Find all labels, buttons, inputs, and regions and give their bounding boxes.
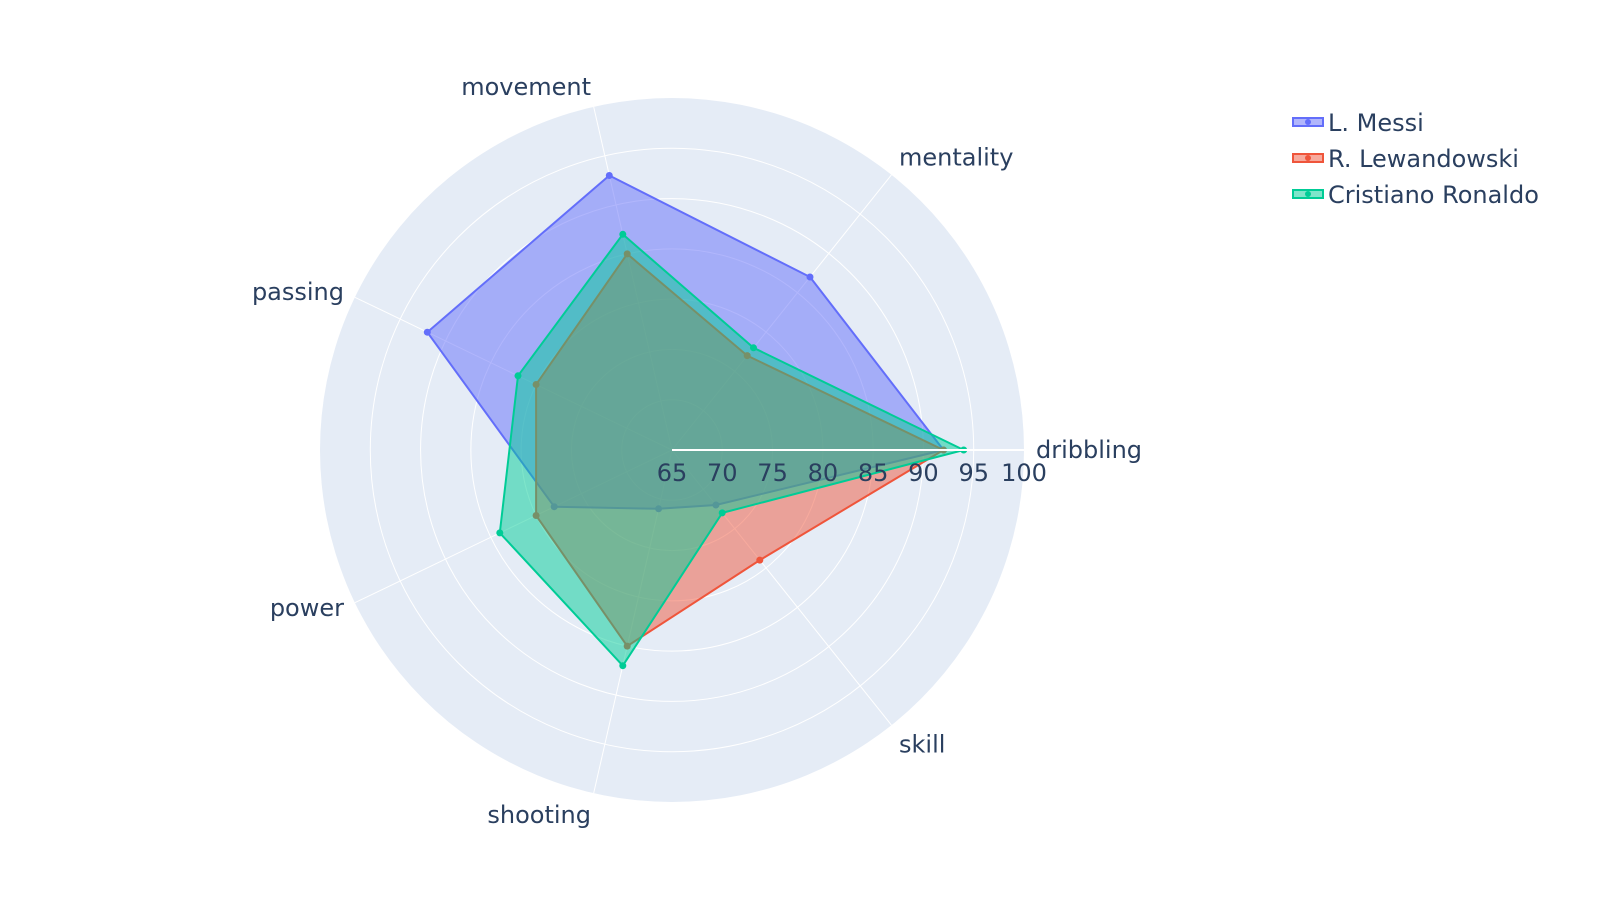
legend-item-l-messi[interactable]: L. Messi [1292, 109, 1424, 137]
axis-label-shooting: shooting [487, 801, 591, 829]
radial-tick-label: 70 [707, 459, 738, 487]
data-point-movement [619, 230, 627, 238]
axis-label-dribbling: dribbling [1036, 436, 1142, 464]
legend-label: Cristiano Ronaldo [1328, 181, 1539, 209]
legend-label: L. Messi [1328, 109, 1424, 137]
data-point-mentality [750, 344, 757, 352]
legend-marker [1305, 191, 1311, 197]
radial-tick-label: 100 [1001, 459, 1047, 487]
legend-item-cristiano-ronaldo[interactable]: Cristiano Ronaldo [1292, 181, 1539, 209]
axis-label-mentality: mentality [899, 143, 1013, 171]
data-point-mentality [806, 273, 814, 281]
data-point-skill [718, 509, 726, 517]
radial-tick-label: 75 [757, 459, 788, 487]
radial-tick-label: 85 [858, 459, 889, 487]
data-point-passing [514, 372, 522, 380]
data-point-shooting [619, 662, 627, 670]
radial-tick-label: 65 [657, 459, 688, 487]
legend-label: R. Lewandowski [1328, 145, 1519, 173]
axis-label-skill: skill [899, 731, 945, 759]
legend-item-r-lewandowski[interactable]: R. Lewandowski [1292, 145, 1519, 173]
data-point-skill [756, 556, 764, 564]
axis-label-passing: passing [252, 278, 344, 306]
axis-label-movement: movement [461, 73, 591, 101]
angular-axis-labels: dribbling mentality movement passing power sh… [252, 73, 1142, 829]
legend-marker [1305, 155, 1311, 161]
radial-tick-label: 95 [958, 459, 989, 487]
data-point-passing [423, 328, 431, 336]
data-point-movement [605, 172, 613, 179]
legend-marker [1305, 119, 1311, 125]
radial-tick-label: 80 [808, 459, 839, 487]
radial-axis: 65 70 75 80 85 90 95 100 [657, 449, 1047, 487]
legend: L. Messi R. Lewandowski Cristiano Ronaldo [1292, 109, 1539, 209]
radial-tick-label: 90 [908, 459, 939, 487]
data-point-power [496, 529, 504, 537]
axis-label-power: power [270, 594, 344, 622]
